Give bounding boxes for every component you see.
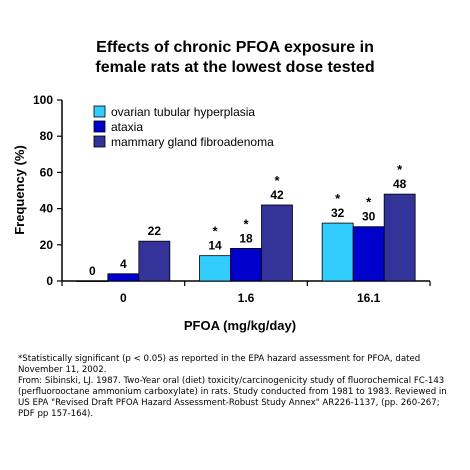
y-tick-label: 20: [40, 238, 54, 252]
chart-title: Effects of chronic PFOA exposure in fema…: [0, 38, 470, 78]
x-tick-label: 1.6: [238, 291, 255, 305]
bar: [230, 248, 262, 282]
bar: [352, 226, 385, 282]
bar-value-label: 32: [331, 206, 345, 220]
y-tick-label: 60: [40, 165, 54, 179]
significance-marker: *: [397, 162, 403, 177]
legend-swatch: [93, 135, 106, 148]
legend-label: ataxia: [111, 120, 143, 134]
bar: [138, 240, 171, 282]
bar: [321, 222, 354, 282]
bar-value-label: 0: [89, 264, 96, 278]
bar-value-label: 22: [148, 224, 162, 238]
significance-marker: *: [274, 173, 280, 188]
bar-value-label: 30: [362, 210, 376, 224]
bar-value-label: 14: [208, 239, 222, 253]
legend-swatch: [93, 105, 106, 118]
y-tick-label: 100: [33, 93, 53, 107]
x-tick-label: 0: [120, 291, 127, 305]
significance-marker: *: [212, 224, 218, 239]
legend-swatch: [93, 120, 106, 133]
y-tick-label: 0: [46, 274, 53, 288]
bar: [76, 280, 109, 282]
significance-marker: *: [366, 195, 372, 210]
bar: [107, 273, 140, 282]
x-tick-label: 16.1: [357, 291, 381, 305]
chart-legend: ovarian tubular hyperplasiaataxiamammary…: [93, 105, 274, 149]
bar: [261, 204, 293, 282]
x-axis-label: PFOA (mg/kg/day): [184, 318, 296, 333]
bar-value-label: 4: [120, 257, 127, 271]
chart-title-line-1: Effects of chronic PFOA exposure in: [96, 39, 374, 56]
bar: [199, 255, 231, 282]
significance-marker: *: [243, 216, 249, 231]
bar-value-label: 42: [270, 188, 284, 202]
bar-value-label: 18: [239, 231, 253, 245]
y-tick-label: 40: [40, 202, 54, 216]
significance-note: *Statistically significant (p < 0.05) as…: [18, 354, 421, 375]
source-citation: From: Sibinski, LJ. 1987. Two-Year oral …: [18, 376, 447, 419]
significance-marker: *: [335, 191, 341, 206]
legend-label: mammary gland fibroadenoma: [111, 135, 274, 149]
footnote: *Statistically significant (p < 0.05) as…: [18, 354, 458, 420]
y-tick-label: 80: [40, 129, 54, 143]
y-axis-label: Frequency (%): [12, 145, 27, 235]
chart-bars: [76, 193, 416, 282]
bar-value-label: 48: [393, 177, 407, 191]
legend-label: ovarian tubular hyperplasia: [111, 105, 255, 119]
chart-title-line-2: female rats at the lowest dose tested: [95, 59, 375, 76]
bar: [383, 193, 416, 282]
